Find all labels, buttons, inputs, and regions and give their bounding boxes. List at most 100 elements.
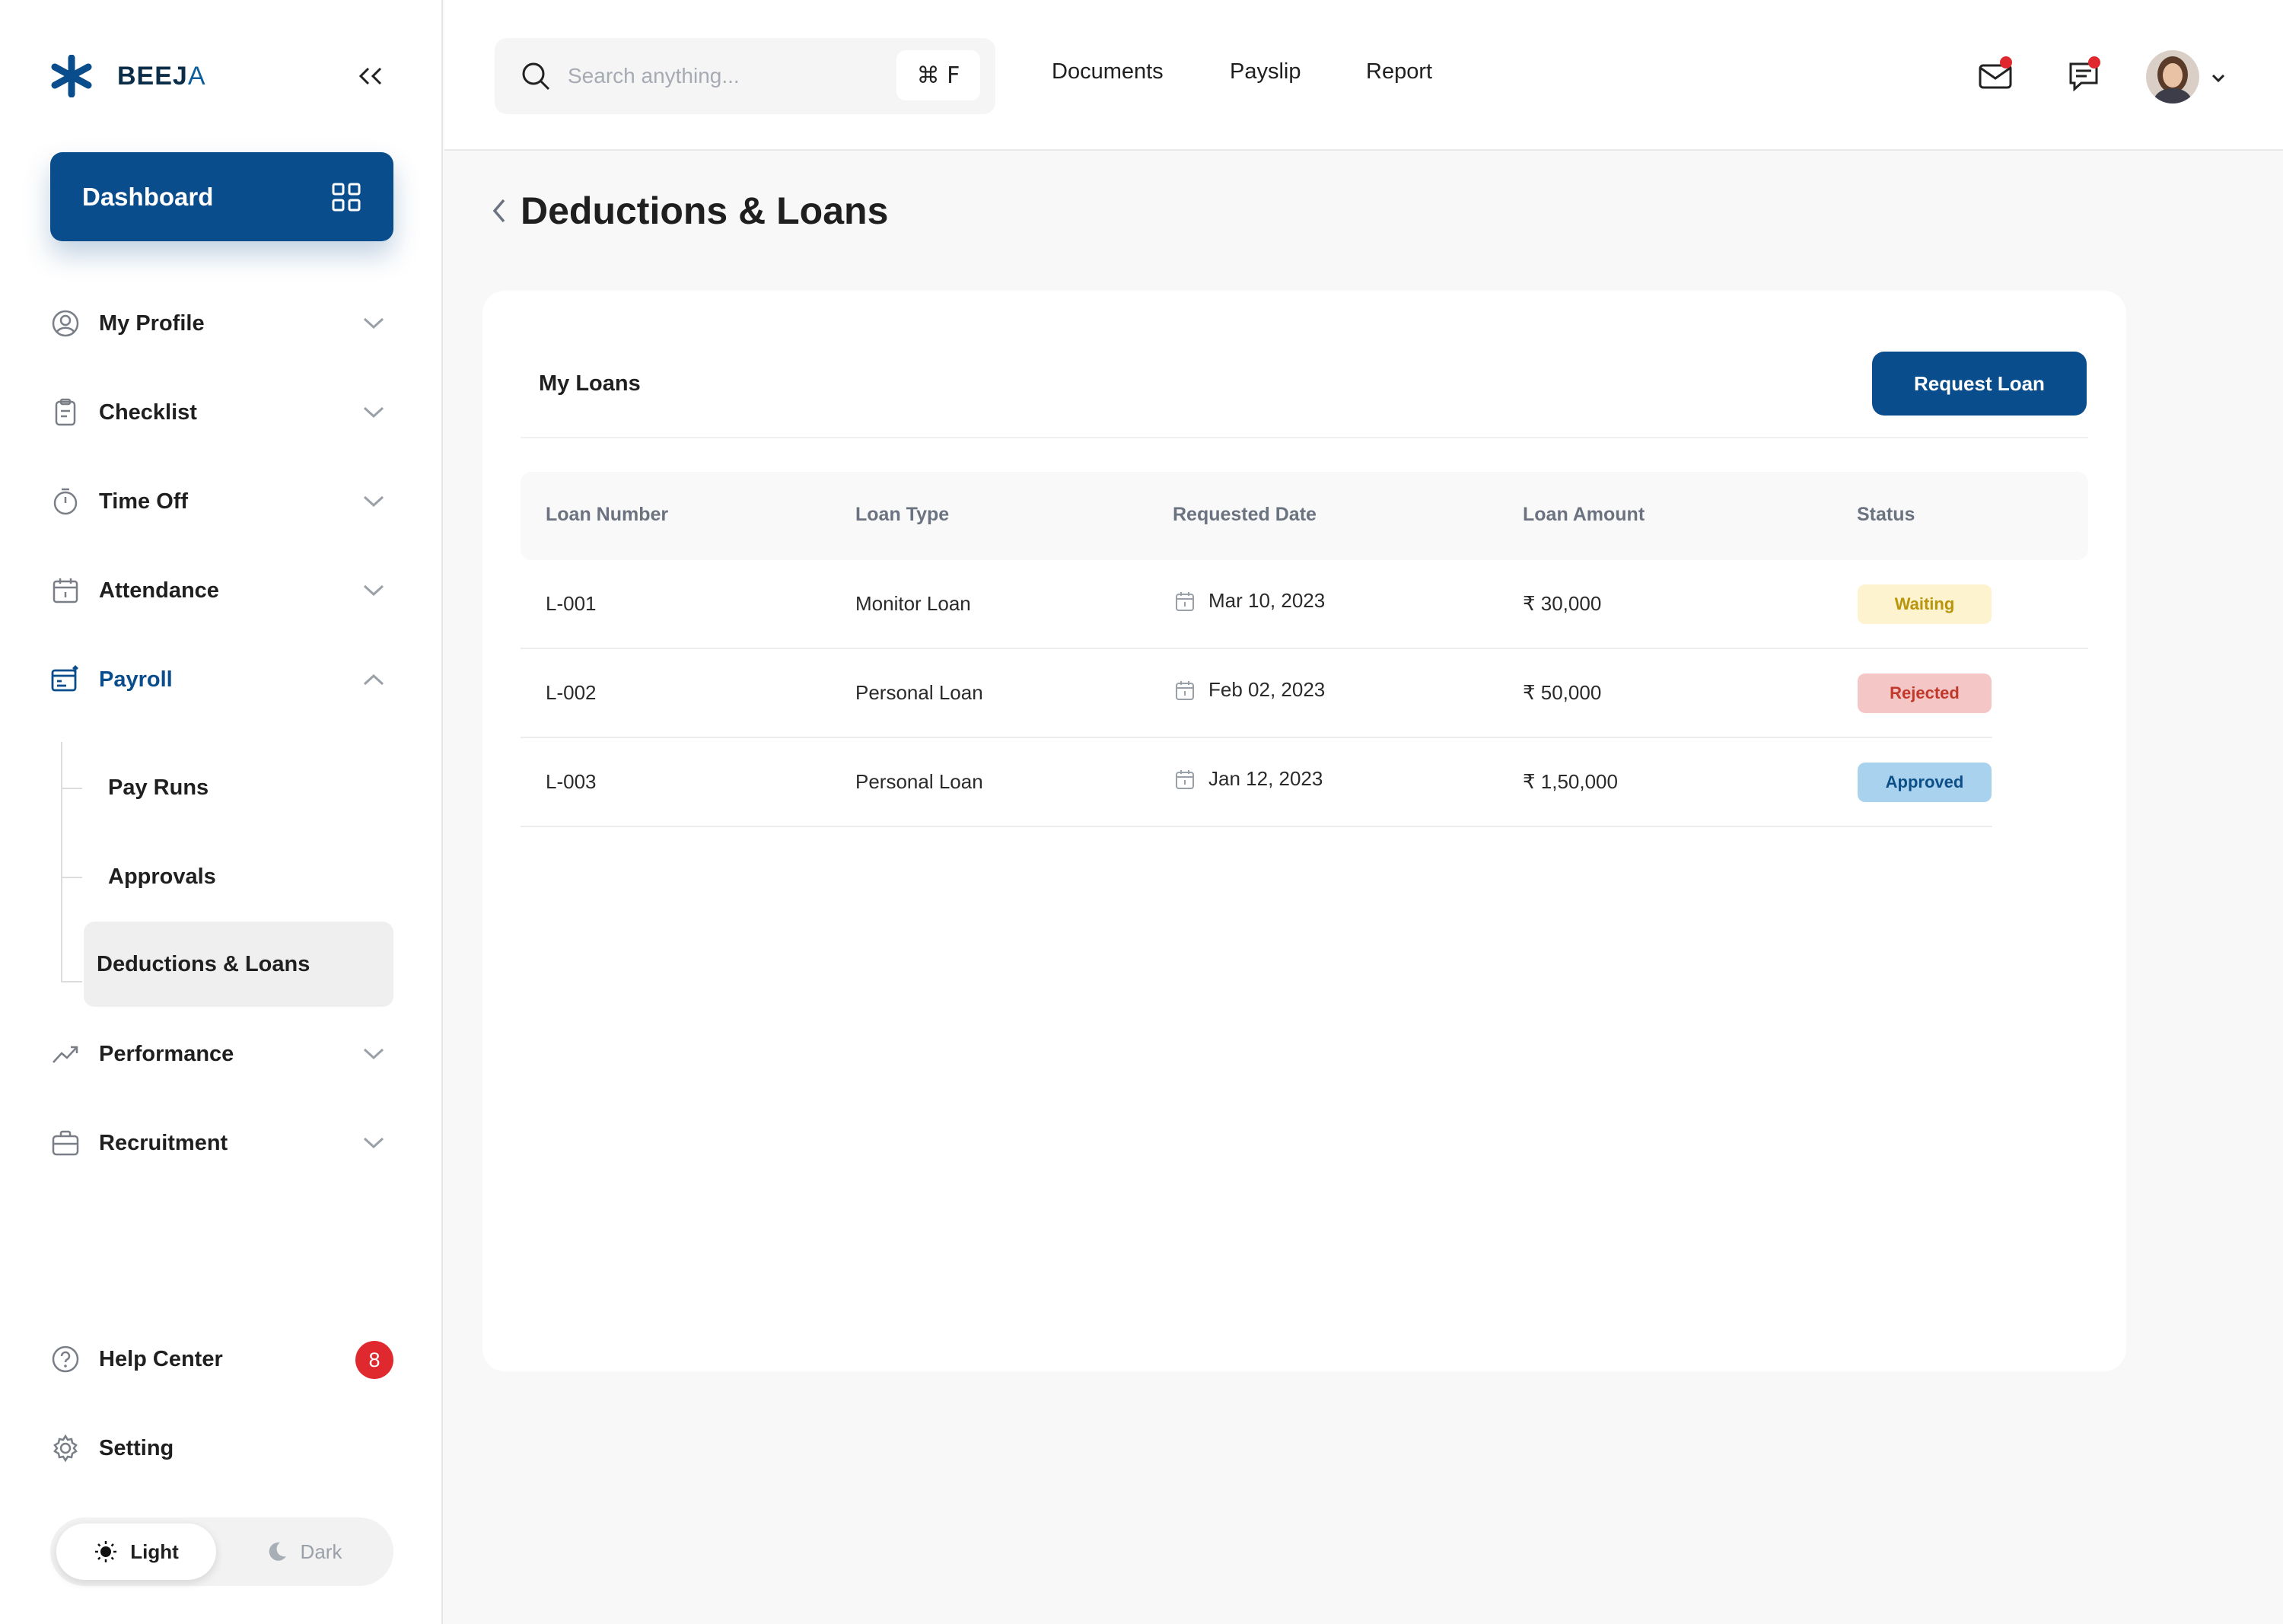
sidebar-item-checklist[interactable]: Checklist: [50, 390, 393, 435]
chevron-left-icon: [492, 199, 505, 223]
submenu-branch: [61, 788, 82, 789]
sidebar-subitem-pay-runs[interactable]: Pay Runs: [108, 775, 209, 800]
double-chevron-left-icon: [358, 67, 382, 85]
moon-icon: [269, 1542, 286, 1561]
sidebar-item-label: Help Center: [99, 1346, 223, 1371]
requested-date-cell: Jan 12, 2023: [1175, 767, 1323, 791]
asterisk-logo-icon: [51, 55, 92, 97]
back-button[interactable]: [490, 192, 513, 230]
requested-date-cell: Mar 10, 2023: [1175, 589, 1325, 613]
chevron-down-icon: [358, 308, 389, 339]
column-header-loan-type[interactable]: Loan Type: [855, 504, 950, 525]
avatar[interactable]: [2146, 50, 2199, 103]
trend-up-icon: [50, 1039, 81, 1069]
sidebar-item-time-off[interactable]: Time Off: [50, 479, 393, 524]
table-row[interactable]: L-001 Monitor Loan Mar 10, 2023 ₹ 30,000…: [521, 560, 2088, 649]
chevron-down-icon: [358, 575, 389, 606]
chevron-down-icon: [358, 1039, 389, 1069]
sidebar-item-label: Performance: [99, 1041, 234, 1066]
loan-number-cell: L-002: [546, 681, 597, 704]
loan-amount-cell: ₹ 30,000: [1523, 592, 1602, 615]
collapse-sidebar-button[interactable]: [355, 61, 388, 91]
chevron-up-icon: [358, 664, 389, 695]
sidebar-item-payroll[interactable]: Payroll: [50, 657, 393, 702]
sidebar-item-label: Time Off: [99, 489, 189, 514]
theme-light-option[interactable]: Light: [56, 1524, 216, 1580]
theme-light-label: Light: [130, 1540, 179, 1563]
payroll-icon: [50, 664, 81, 695]
submenu-branch: [61, 877, 82, 878]
loan-amount-cell: ₹ 50,000: [1523, 681, 1602, 704]
nav-link-report[interactable]: Report: [1366, 59, 1433, 84]
sidebar-item-label: Setting: [99, 1435, 174, 1460]
sidebar-item-recruitment[interactable]: Recruitment: [50, 1120, 393, 1166]
mail-button[interactable]: [1974, 55, 2017, 97]
sidebar-item-performance[interactable]: Performance: [50, 1031, 393, 1077]
loan-type-cell: Personal Loan: [855, 770, 983, 793]
calendar-icon: [50, 575, 81, 606]
page-title-row: Deductions & Loans: [490, 189, 888, 233]
chevron-down-icon: [358, 1128, 389, 1158]
brand-logo[interactable]: BEEJA: [50, 55, 206, 97]
loan-number-cell: L-003: [546, 770, 597, 793]
sidebar: BEEJA Dashboard My Profile Checklist Tim…: [0, 0, 443, 1624]
search-shortcut-hint: ⌘ F: [896, 50, 980, 100]
date-text: Jan 12, 2023: [1208, 767, 1323, 790]
top-bar: ⌘ F Documents Payslip Report: [444, 0, 2283, 151]
sun-icon: [95, 1541, 117, 1562]
sidebar-item-setting[interactable]: Setting: [50, 1425, 393, 1471]
sidebar-item-label: Attendance: [99, 578, 219, 603]
loan-amount-cell: ₹ 1,50,000: [1523, 770, 1618, 793]
table-row[interactable]: L-002 Personal Loan Feb 02, 2023 ₹ 50,00…: [521, 649, 2088, 738]
calendar-icon: [1176, 769, 1194, 789]
briefcase-icon: [50, 1128, 81, 1158]
sidebar-item-attendance[interactable]: Attendance: [50, 568, 393, 613]
profile-chevron-down-icon[interactable]: [2207, 67, 2230, 90]
row-divider: [521, 737, 1992, 738]
request-loan-button[interactable]: Request Loan: [1872, 352, 2087, 416]
my-loans-card: My Loans Request Loan Loan Number Loan T…: [482, 291, 2126, 1371]
dashboard-button[interactable]: Dashboard: [50, 152, 393, 241]
submenu-tree-line: [61, 742, 62, 982]
theme-dark-label: Dark: [300, 1540, 342, 1563]
search-box: ⌘ F: [495, 38, 995, 114]
gear-icon: [50, 1433, 81, 1463]
sidebar-item-label: My Profile: [99, 310, 205, 336]
column-header-loan-number[interactable]: Loan Number: [546, 504, 669, 525]
theme-dark-option[interactable]: Dark: [224, 1524, 384, 1580]
sidebar-subitem-approvals[interactable]: Approvals: [108, 864, 216, 889]
chat-button[interactable]: [2062, 55, 2105, 97]
sidebar-subitem-deductions-loans[interactable]: Deductions & Loans: [84, 922, 393, 1007]
table-row[interactable]: L-003 Personal Loan Jan 12, 2023 ₹ 1,50,…: [521, 738, 2088, 827]
status-badge-rejected: Rejected: [1858, 673, 1992, 713]
stopwatch-icon: [50, 486, 81, 517]
sidebar-item-label: Checklist: [99, 400, 197, 425]
help-circle-icon: [50, 1344, 81, 1374]
card-title: My Loans: [539, 371, 641, 396]
status-badge-approved: Approved: [1858, 763, 1992, 802]
sidebar-item-my-profile[interactable]: My Profile: [50, 301, 393, 346]
sidebar-item-label: Recruitment: [99, 1130, 228, 1155]
dashboard-label: Dashboard: [82, 182, 214, 211]
grid-icon: [332, 183, 361, 211]
column-header-requested-date[interactable]: Requested Date: [1173, 504, 1317, 525]
chevron-down-icon: [358, 486, 389, 517]
search-input[interactable]: [568, 64, 887, 88]
column-header-status[interactable]: Status: [1857, 504, 1915, 525]
loan-number-cell: L-001: [546, 592, 597, 615]
submenu-branch: [61, 981, 82, 982]
user-circle-icon: [50, 308, 81, 339]
column-header-loan-amount[interactable]: Loan Amount: [1523, 504, 1645, 525]
row-divider: [521, 648, 2088, 649]
mail-notification-dot: [2000, 56, 2012, 68]
requested-date-cell: Feb 02, 2023: [1175, 678, 1325, 702]
sidebar-item-help-center[interactable]: Help Center 8: [50, 1336, 393, 1382]
help-count-badge: 8: [355, 1341, 393, 1379]
nav-link-payslip[interactable]: Payslip: [1230, 59, 1301, 84]
date-text: Mar 10, 2023: [1208, 589, 1326, 612]
brand-name: BEEJA: [117, 61, 206, 91]
chat-notification-dot: [2088, 56, 2100, 68]
page-title: Deductions & Loans: [521, 189, 889, 232]
chevron-down-icon: [358, 397, 389, 428]
nav-link-documents[interactable]: Documents: [1052, 59, 1164, 84]
